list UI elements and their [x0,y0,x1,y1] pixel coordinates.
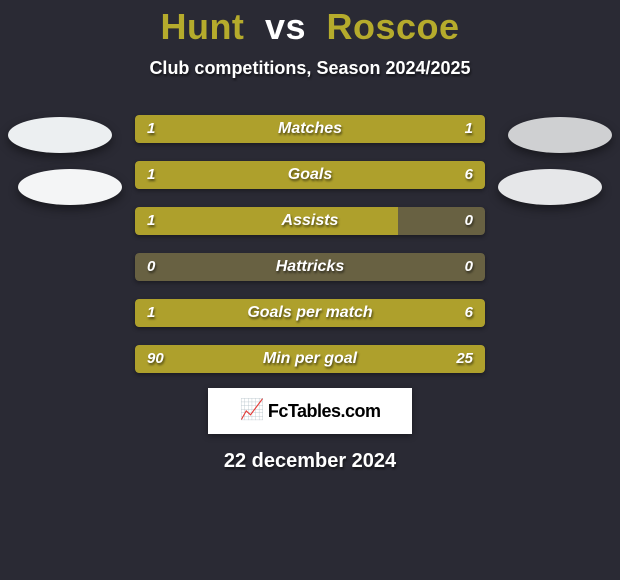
stat-row: 16Goals [135,161,485,189]
stat-row: 10Assists [135,207,485,235]
logo-fc: Fc [268,401,288,422]
source-logo: 📈 FcTables.com [208,388,412,434]
player-left-name: Hunt [160,6,244,47]
player-right-name: Roscoe [327,6,460,47]
stat-row: 16Goals per match [135,299,485,327]
page-title: Hunt vs Roscoe [0,0,620,48]
logo-rest: Tables.com [288,401,381,422]
subtitle: Club competitions, Season 2024/2025 [0,58,620,79]
stat-label: Hattricks [135,253,485,281]
team-badge-right-1 [508,117,612,153]
stat-label: Assists [135,207,485,235]
stat-row: 9025Min per goal [135,345,485,373]
stat-label: Min per goal [135,345,485,373]
comparison-bars: 11Matches 16Goals 10Assists 00Hattricks 16Go… [135,115,485,391]
comparison-card: Hunt vs Roscoe Club competitions, Season… [0,0,620,580]
title-vs: vs [265,6,306,47]
stat-label: Goals [135,161,485,189]
team-badge-left-1 [8,117,112,153]
logo-mark-icon: 📈 [239,400,263,420]
team-badge-right-2 [498,169,602,205]
stat-row: 00Hattricks [135,253,485,281]
date-stamp: 22 december 2024 [0,450,620,473]
team-badge-left-2 [18,169,122,205]
stat-row: 11Matches [135,115,485,143]
stat-label: Goals per match [135,299,485,327]
source-logo-text: 📈 FcTables.com [239,401,380,422]
stat-label: Matches [135,115,485,143]
